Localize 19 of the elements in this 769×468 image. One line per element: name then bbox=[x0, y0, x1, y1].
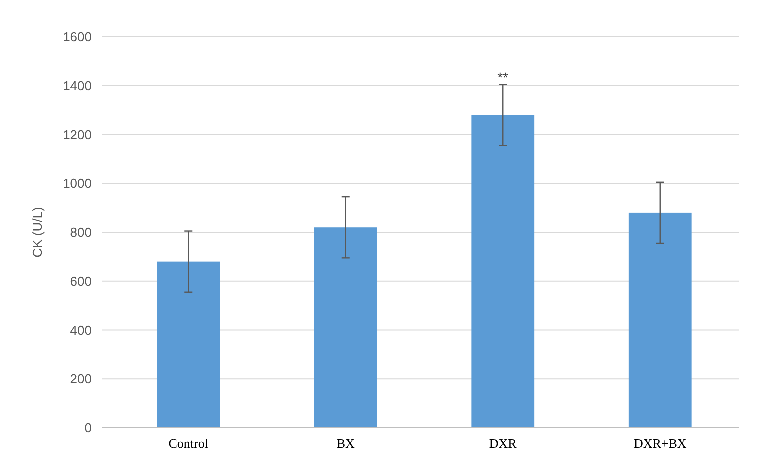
bar bbox=[157, 262, 220, 428]
y-tick-label: 1000 bbox=[63, 176, 92, 192]
y-tick-label: 1200 bbox=[63, 127, 92, 142]
y-tick-label: 600 bbox=[70, 274, 92, 289]
y-tick-label: 0 bbox=[84, 420, 92, 436]
y-tick-label: 1600 bbox=[63, 30, 92, 45]
bar bbox=[472, 115, 535, 428]
y-tick-label: 400 bbox=[70, 322, 92, 338]
x-tick-label: DXR+BX bbox=[634, 436, 688, 451]
y-tick-label: 1400 bbox=[63, 78, 92, 94]
x-tick-label: DXR bbox=[489, 436, 518, 451]
y-axis-title: CK (U/L) bbox=[30, 207, 45, 258]
y-tick-label: 200 bbox=[70, 372, 92, 387]
x-tick-label: Control bbox=[168, 436, 209, 451]
annotation: ** bbox=[498, 70, 510, 86]
bar bbox=[314, 228, 378, 428]
bar bbox=[628, 212, 692, 428]
x-tick-label: BX bbox=[336, 436, 356, 451]
y-tick-label: 800 bbox=[70, 225, 92, 240]
